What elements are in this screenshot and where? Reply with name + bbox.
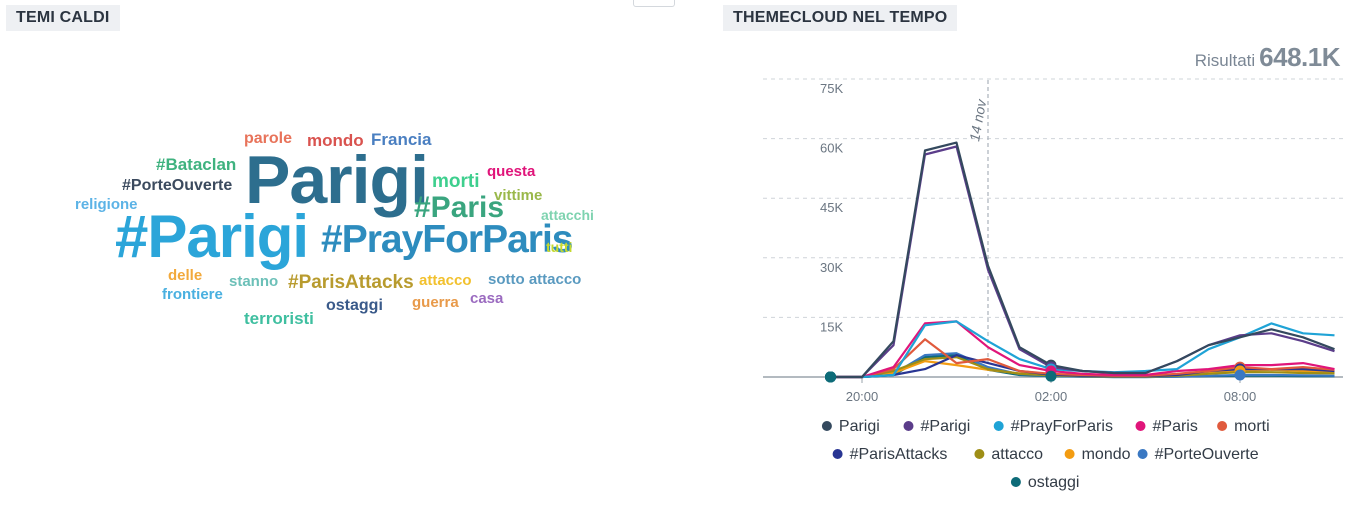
- series-start-dot: [825, 371, 836, 383]
- legend-marker: [903, 421, 914, 431]
- wordcloud-term[interactable]: attacchi: [541, 207, 594, 223]
- series-start-dot: [825, 371, 836, 383]
- legend-item-label: Parigi: [839, 418, 880, 435]
- wordcloud-term[interactable]: morti: [432, 171, 480, 192]
- legend-marker: [1010, 477, 1021, 487]
- series-start-dot: [825, 371, 836, 383]
- wordcloud-term[interactable]: Parigi: [245, 142, 429, 218]
- series-line: [830, 145, 1335, 379]
- series-point-dot: [1234, 361, 1246, 373]
- wordcloud-term[interactable]: #Paris: [414, 191, 505, 224]
- wordcloud-term[interactable]: terroristi: [244, 309, 314, 328]
- series-start-dot: [825, 371, 836, 383]
- collapse-handle[interactable]: [633, 0, 675, 7]
- wordcloud-term[interactable]: #PrayForParis: [321, 218, 573, 261]
- series-line: [830, 354, 1335, 379]
- series-start-dot: [825, 371, 836, 383]
- legend-item-label: #Parigi: [921, 418, 971, 435]
- y-tick-label: 75K: [820, 81, 843, 96]
- legend-marker: [1137, 449, 1148, 459]
- date-marker-label: 14 nov: [966, 97, 989, 142]
- series-start-dot: [825, 371, 836, 383]
- wordcloud-term[interactable]: Francia: [371, 130, 432, 149]
- legend-marker: [832, 449, 843, 459]
- series-line: [830, 356, 1335, 379]
- results-label: Risultati: [1194, 51, 1256, 70]
- panel-title-temi-caldi: TEMI CALDI: [6, 5, 120, 31]
- wordcloud-term[interactable]: ostaggi: [326, 297, 383, 314]
- results-counter: Risultati 648.1K: [1194, 42, 1341, 73]
- series-start-dot: [825, 371, 836, 383]
- series-point-dot: [1045, 359, 1057, 371]
- legend-item-label: morti: [1234, 418, 1270, 435]
- series-point-dot: [1045, 361, 1057, 373]
- results-value: 648.1K: [1259, 42, 1340, 72]
- legend-item-label: #PorteOuverte: [1155, 446, 1259, 463]
- y-tick-label: 15K: [820, 319, 843, 334]
- wordcloud-term[interactable]: religione: [75, 196, 138, 213]
- series-line: [830, 320, 1335, 379]
- wordcloud-term[interactable]: tutti: [546, 239, 573, 255]
- series-start-dot: [825, 371, 836, 383]
- legend-marker: [1135, 421, 1146, 431]
- panel-title-themecloud: THEMECLOUD NEL TEMPO: [723, 5, 958, 31]
- wordcloud-term[interactable]: frontiere: [162, 286, 223, 303]
- legend-item-label: #Paris: [1153, 418, 1198, 435]
- legend-item-label: #ParisAttacks: [850, 446, 948, 463]
- legend-item-label: ostaggi: [1028, 474, 1080, 491]
- series-point-dot: [1045, 365, 1057, 377]
- series-start-dot: [825, 371, 836, 383]
- series-line: [830, 320, 1335, 379]
- wordcloud-term[interactable]: vittime: [494, 187, 543, 204]
- legend-item-label: attacco: [991, 446, 1043, 463]
- y-tick-label: 60K: [820, 141, 843, 156]
- wordcloud-term[interactable]: mondo: [307, 131, 364, 150]
- series-start-dot: [825, 371, 836, 383]
- wordcloud-term[interactable]: questa: [487, 163, 536, 180]
- wordcloud-term[interactable]: #Parigi: [115, 203, 309, 270]
- series-point-dot: [1234, 369, 1246, 381]
- wordcloud-term[interactable]: guerra: [412, 294, 459, 311]
- wordcloud-term[interactable]: #PorteOuverte: [122, 177, 233, 194]
- legend-marker: [993, 421, 1004, 431]
- x-tick-label: 20:00: [846, 389, 879, 404]
- legend-marker: [974, 449, 985, 459]
- legend-item-label: mondo: [1082, 446, 1131, 463]
- wordcloud-term[interactable]: parole: [244, 130, 293, 147]
- y-tick-label: 45K: [820, 200, 843, 215]
- series-point-dot: [1234, 365, 1246, 377]
- wordcloud-term[interactable]: attacco: [419, 272, 472, 289]
- series-line: [830, 354, 1335, 379]
- legend-item-label: #PrayForParis: [1011, 418, 1113, 435]
- legend-marker: [1217, 421, 1228, 431]
- x-tick-label: 08:00: [1224, 389, 1257, 404]
- series-line: [830, 141, 1335, 379]
- series-line: [830, 338, 1335, 379]
- wordcloud-term[interactable]: #Bataclan: [156, 155, 237, 174]
- series-point-dot: [1045, 370, 1057, 382]
- series-line: [830, 352, 1335, 379]
- wordcloud-term[interactable]: stanno: [229, 273, 279, 290]
- legend-marker: [1064, 449, 1075, 459]
- wordcloud-term[interactable]: #ParisAttacks: [288, 272, 414, 293]
- wordcloud-term[interactable]: delle: [168, 267, 203, 284]
- series-line: [830, 360, 1335, 379]
- legend-marker: [821, 421, 832, 431]
- wordcloud-term[interactable]: casa: [470, 290, 504, 307]
- series-point-dot: [1045, 363, 1057, 375]
- wordcloud-term[interactable]: sotto attacco: [488, 271, 582, 288]
- y-tick-label: 30K: [820, 260, 843, 275]
- series-point-dot: [1234, 366, 1246, 378]
- x-tick-label: 02:00: [1035, 389, 1068, 404]
- series-point-dot: [1234, 363, 1246, 375]
